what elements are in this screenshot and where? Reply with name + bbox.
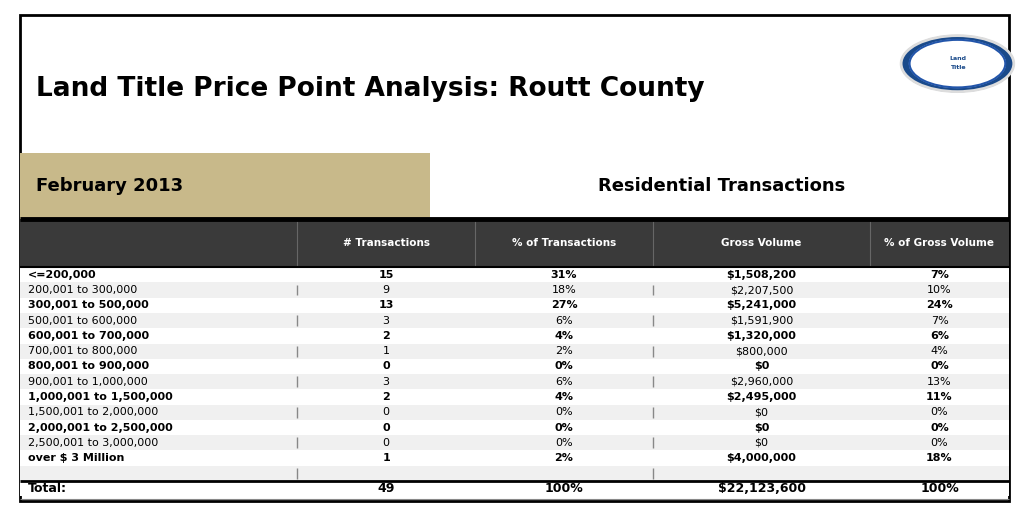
Text: $0: $0 — [754, 422, 769, 433]
Text: 3: 3 — [383, 316, 389, 326]
Text: $2,207,500: $2,207,500 — [730, 285, 794, 295]
Text: % of Gross Volume: % of Gross Volume — [885, 238, 994, 248]
FancyBboxPatch shape — [20, 420, 1009, 435]
FancyBboxPatch shape — [20, 405, 1009, 420]
FancyBboxPatch shape — [20, 298, 1009, 313]
FancyBboxPatch shape — [20, 466, 1009, 481]
Text: over $ 3 Million: over $ 3 Million — [28, 453, 124, 463]
Text: 13%: 13% — [927, 377, 951, 387]
Text: $4,000,000: $4,000,000 — [727, 453, 797, 463]
Text: 100%: 100% — [921, 482, 958, 495]
Text: 0%: 0% — [555, 407, 572, 417]
Text: $1,320,000: $1,320,000 — [727, 331, 797, 341]
Text: 0%: 0% — [931, 407, 948, 417]
Text: February 2013: February 2013 — [36, 177, 183, 195]
FancyBboxPatch shape — [20, 435, 1009, 450]
Text: 4%: 4% — [931, 346, 948, 356]
Text: 49: 49 — [378, 482, 395, 495]
Text: Gross Volume: Gross Volume — [722, 238, 802, 248]
FancyBboxPatch shape — [20, 374, 1009, 389]
Text: 1,000,001 to 1,500,000: 1,000,001 to 1,500,000 — [28, 392, 172, 402]
Text: $2,960,000: $2,960,000 — [730, 377, 794, 387]
Text: 300,001 to 500,000: 300,001 to 500,000 — [28, 300, 148, 310]
Text: 0: 0 — [383, 407, 389, 417]
Text: 7%: 7% — [930, 270, 949, 280]
Text: 2,000,001 to 2,500,000: 2,000,001 to 2,500,000 — [28, 422, 172, 433]
Text: 500,001 to 600,000: 500,001 to 600,000 — [28, 316, 137, 326]
Text: % of Transactions: % of Transactions — [512, 238, 616, 248]
Text: $0: $0 — [755, 438, 769, 448]
Text: 2%: 2% — [555, 346, 572, 356]
Text: Total:: Total: — [28, 482, 67, 495]
FancyBboxPatch shape — [20, 328, 1009, 344]
Text: 6%: 6% — [930, 331, 949, 341]
Text: 6%: 6% — [555, 377, 572, 387]
Circle shape — [909, 40, 1006, 88]
Text: $0: $0 — [755, 407, 769, 417]
Text: 18%: 18% — [552, 285, 577, 295]
Text: Land: Land — [949, 56, 966, 61]
Text: <=200,000: <=200,000 — [28, 270, 96, 280]
Text: # Transactions: # Transactions — [343, 238, 430, 248]
FancyBboxPatch shape — [20, 344, 1009, 359]
Text: 2,500,001 to 3,000,000: 2,500,001 to 3,000,000 — [28, 438, 158, 448]
FancyBboxPatch shape — [20, 481, 1009, 496]
Text: 31%: 31% — [551, 270, 578, 280]
Text: 2: 2 — [382, 331, 390, 341]
Text: 0%: 0% — [555, 422, 573, 433]
FancyBboxPatch shape — [20, 389, 1009, 405]
Text: $0: $0 — [754, 361, 769, 372]
Text: $2,495,000: $2,495,000 — [726, 392, 797, 402]
Text: 100%: 100% — [545, 482, 584, 495]
Text: 1,500,001 to 2,000,000: 1,500,001 to 2,000,000 — [28, 407, 158, 417]
Text: 18%: 18% — [926, 453, 952, 463]
Text: 0%: 0% — [555, 438, 572, 448]
Text: Land Title Price Point Analysis: Routt County: Land Title Price Point Analysis: Routt C… — [36, 76, 705, 102]
Text: 2: 2 — [382, 392, 390, 402]
Text: 0%: 0% — [931, 438, 948, 448]
Text: 10%: 10% — [927, 285, 951, 295]
Text: 700,001 to 800,000: 700,001 to 800,000 — [28, 346, 137, 356]
Text: 4%: 4% — [554, 392, 573, 402]
Text: $5,241,000: $5,241,000 — [727, 300, 797, 310]
Circle shape — [901, 36, 1014, 92]
Text: 4%: 4% — [554, 331, 573, 341]
FancyBboxPatch shape — [20, 359, 1009, 374]
Text: 0: 0 — [382, 422, 390, 433]
Text: 0: 0 — [382, 361, 390, 372]
FancyBboxPatch shape — [20, 313, 1009, 328]
Text: 27%: 27% — [551, 300, 578, 310]
Text: 11%: 11% — [926, 392, 952, 402]
Text: 600,001 to 700,000: 600,001 to 700,000 — [28, 331, 148, 341]
Text: 200,001 to 300,000: 200,001 to 300,000 — [28, 285, 137, 295]
Text: 0%: 0% — [930, 422, 949, 433]
Text: $1,591,900: $1,591,900 — [730, 316, 794, 326]
Text: 3: 3 — [383, 377, 389, 387]
Text: $22,123,600: $22,123,600 — [718, 482, 806, 495]
Text: 900,001 to 1,000,000: 900,001 to 1,000,000 — [28, 377, 147, 387]
FancyBboxPatch shape — [20, 267, 1009, 282]
FancyBboxPatch shape — [20, 15, 1009, 501]
Text: 1: 1 — [382, 453, 390, 463]
Text: 0%: 0% — [555, 361, 573, 372]
FancyBboxPatch shape — [20, 219, 1009, 267]
Text: 24%: 24% — [926, 300, 953, 310]
Text: 0%: 0% — [930, 361, 949, 372]
Text: Title: Title — [949, 65, 966, 70]
Text: Residential Transactions: Residential Transactions — [598, 177, 846, 195]
Text: $800,000: $800,000 — [735, 346, 787, 356]
Text: 800,001 to 900,000: 800,001 to 900,000 — [28, 361, 148, 372]
Text: 9: 9 — [383, 285, 390, 295]
Text: 7%: 7% — [931, 316, 948, 326]
Text: 15: 15 — [379, 270, 394, 280]
Text: 0: 0 — [383, 438, 389, 448]
Text: 13: 13 — [379, 300, 394, 310]
Text: 6%: 6% — [555, 316, 572, 326]
FancyBboxPatch shape — [20, 450, 1009, 466]
FancyBboxPatch shape — [20, 153, 430, 219]
Text: 2%: 2% — [555, 453, 573, 463]
Text: $1,508,200: $1,508,200 — [727, 270, 797, 280]
FancyBboxPatch shape — [20, 282, 1009, 298]
Text: 1: 1 — [383, 346, 389, 356]
